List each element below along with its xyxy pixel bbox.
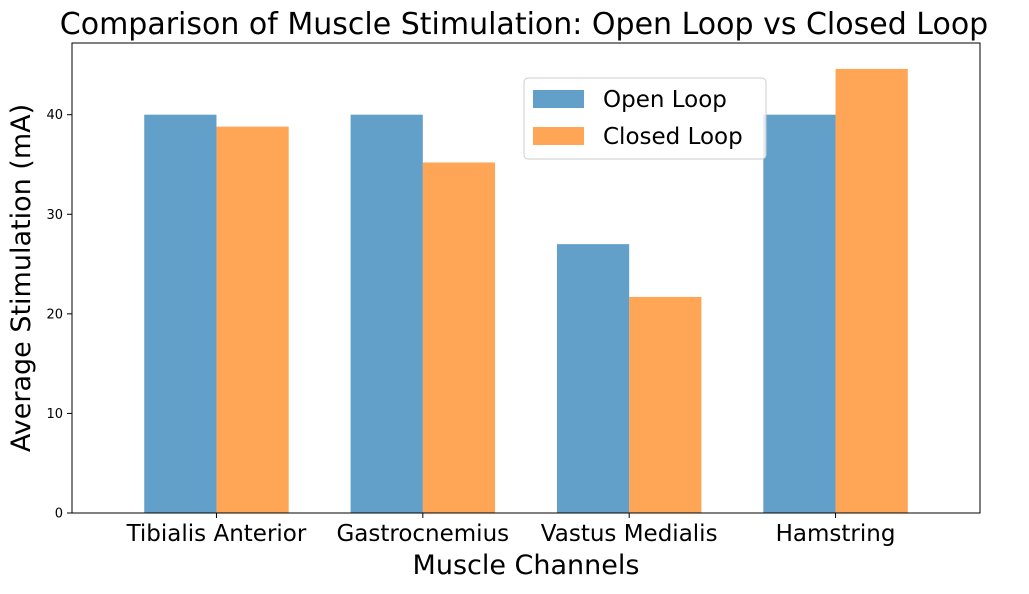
bar-open-loop-1 (350, 114, 423, 513)
y-axis-label: Average Stimulation (mA) (6, 104, 37, 452)
bar-closed-loop-3 (835, 68, 908, 513)
bar-closed-loop-0 (216, 126, 289, 513)
y-tick-label: 20 (46, 307, 63, 322)
chart-title: Comparison of Muscle Stimulation: Open L… (60, 7, 988, 42)
x-tick-label: Gastrocnemius (336, 521, 509, 547)
legend-frame (523, 77, 767, 160)
x-axis-label: Muscle Channels (413, 550, 640, 581)
x-tick-label: Vastus Medialis (541, 521, 718, 547)
legend-label-closed-loop: Closed Loop (603, 124, 743, 150)
x-tick-label: Tibialis Anterior (126, 521, 307, 547)
legend-label-open-loop: Open Loop (603, 87, 727, 113)
y-tick-label: 0 (55, 507, 63, 522)
y-tick-label: 30 (46, 208, 63, 223)
y-tick-label: 10 (46, 407, 63, 422)
legend: Open Loop Closed Loop (523, 77, 767, 160)
legend-swatch-closed-loop (533, 127, 584, 145)
x-tick-label: Hamstring (776, 521, 896, 547)
bar-open-loop-3 (763, 114, 836, 513)
bar-open-loop-2 (556, 244, 630, 513)
legend-items: Open Loop Closed Loop (533, 87, 743, 150)
bars-layer (144, 68, 908, 514)
legend-swatch-open-loop (533, 90, 584, 108)
y-tick-label: 40 (46, 108, 63, 123)
plot-frame (71, 42, 981, 514)
bar-open-loop-0 (144, 114, 217, 513)
bar-closed-loop-2 (629, 296, 702, 513)
x-axis: Tibialis Anterior Gastrocnemius Vastus Med… (126, 513, 896, 547)
bar-closed-loop-1 (422, 162, 496, 514)
y-axis: 0 10 20 30 40 (46, 108, 72, 522)
